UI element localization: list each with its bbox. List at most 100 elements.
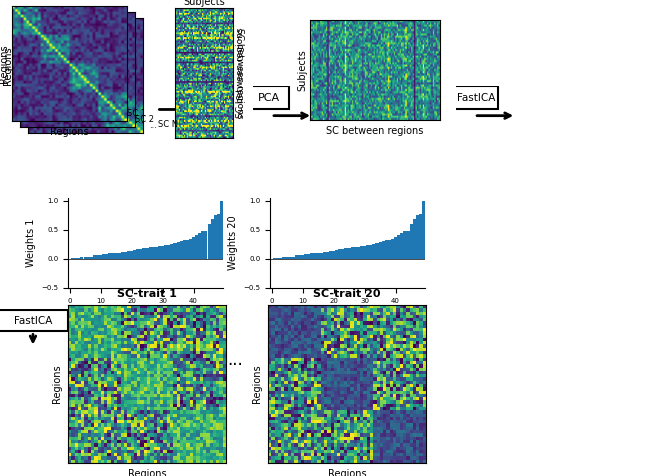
Bar [145, 248, 149, 259]
Bar [201, 231, 204, 259]
Text: ...: ... [149, 121, 157, 130]
Bar [121, 252, 124, 259]
Bar [286, 257, 288, 259]
Bar [176, 242, 180, 259]
Text: FastICA: FastICA [14, 316, 52, 326]
Bar [419, 214, 422, 259]
Bar [382, 241, 385, 259]
Bar [164, 245, 167, 259]
Bar [210, 218, 214, 259]
FancyBboxPatch shape [250, 86, 289, 109]
Bar [335, 250, 338, 259]
Bar [102, 254, 105, 259]
Bar [326, 252, 329, 259]
Bar [363, 246, 366, 259]
Bar [391, 239, 394, 259]
Bar [217, 214, 220, 259]
Title: SC-trait 20: SC-trait 20 [313, 288, 381, 298]
Text: ...: ... [135, 115, 145, 125]
Bar [413, 218, 416, 259]
Bar [214, 215, 217, 259]
Bar [195, 235, 198, 259]
Bar [204, 231, 208, 259]
Title: SC-trait 1: SC-trait 1 [117, 288, 177, 298]
Bar [314, 253, 316, 259]
Bar [332, 251, 335, 259]
Y-axis label: Weights 20: Weights 20 [228, 216, 238, 270]
Bar [282, 258, 286, 259]
Bar [329, 251, 332, 259]
Title: Subjects: Subjects [183, 0, 225, 7]
Bar [186, 239, 189, 259]
Bar [71, 258, 74, 259]
Bar [93, 256, 96, 259]
Text: Regions: Regions [3, 47, 13, 85]
Bar [310, 253, 314, 259]
Bar [400, 233, 404, 259]
Text: SC between regions: SC between regions [235, 28, 244, 118]
Bar [198, 233, 201, 259]
Bar [105, 254, 109, 259]
FancyBboxPatch shape [453, 86, 498, 109]
Bar [307, 254, 310, 259]
Text: PCA: PCA [258, 93, 280, 103]
Bar [369, 245, 372, 259]
Bar [139, 248, 143, 259]
Bar [304, 254, 307, 259]
Bar [118, 253, 121, 259]
Bar [149, 248, 152, 259]
X-axis label: Regions: Regions [50, 127, 89, 137]
Bar [323, 252, 326, 259]
Y-axis label: SC between regions: SC between regions [236, 28, 245, 118]
Bar [189, 239, 192, 259]
Bar [376, 243, 378, 259]
Bar [90, 257, 93, 259]
Bar [81, 258, 83, 259]
Text: SC N: SC N [158, 120, 178, 129]
Bar [83, 257, 87, 259]
Bar [74, 258, 77, 259]
Bar [301, 255, 304, 259]
Bar [220, 201, 223, 259]
Bar [422, 201, 425, 259]
Bar [133, 250, 137, 259]
Bar [410, 224, 413, 259]
Y-axis label: Regions: Regions [0, 44, 9, 83]
Bar [273, 258, 276, 259]
Bar [109, 253, 111, 259]
Bar [152, 247, 155, 259]
Bar [137, 249, 139, 259]
Bar [406, 231, 410, 259]
Bar [404, 231, 406, 259]
Bar [130, 251, 133, 259]
Bar [158, 246, 161, 259]
Bar [298, 256, 301, 259]
Bar [354, 247, 357, 259]
Bar [348, 248, 350, 259]
Bar [111, 253, 115, 259]
Bar [394, 238, 397, 259]
Bar [360, 246, 363, 259]
Bar [341, 248, 344, 259]
Text: ...: ... [227, 351, 243, 369]
Bar [115, 253, 118, 259]
Bar [180, 241, 182, 259]
Bar [127, 251, 130, 259]
Bar [316, 253, 320, 259]
Bar [143, 248, 145, 259]
Bar [77, 258, 81, 259]
Bar [320, 253, 323, 259]
Bar [173, 243, 176, 259]
Y-axis label: Regions: Regions [53, 365, 63, 403]
Bar [87, 257, 90, 259]
Bar [357, 247, 360, 259]
Y-axis label: Regions: Regions [252, 365, 262, 403]
Text: SC 1: SC 1 [127, 109, 146, 118]
X-axis label: Regions: Regions [328, 468, 366, 476]
FancyBboxPatch shape [0, 310, 68, 331]
Bar [366, 245, 369, 259]
Y-axis label: Weights 1: Weights 1 [26, 219, 36, 267]
Bar [161, 246, 164, 259]
Bar [372, 244, 376, 259]
Bar [192, 238, 195, 259]
